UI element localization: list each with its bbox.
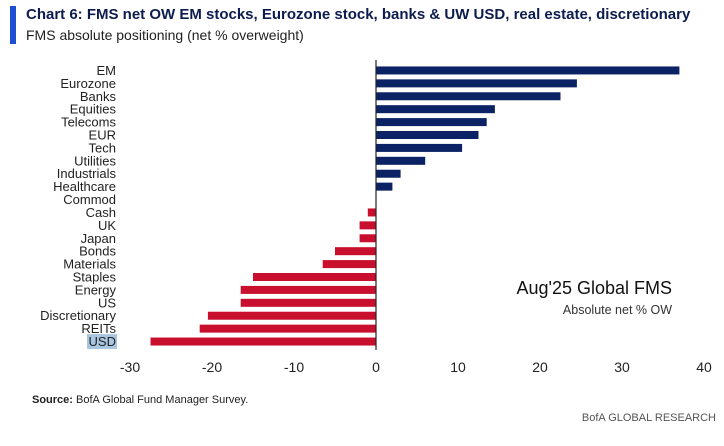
x-tick-label: 10 — [450, 359, 466, 375]
x-tick-label: 0 — [372, 359, 380, 375]
category-label-energy: Energy — [75, 282, 117, 297]
source-label: Source: — [32, 394, 73, 406]
x-tick-label: -10 — [284, 359, 304, 375]
category-label-discretionary: Discretionary — [40, 308, 116, 323]
category-label-em: EM — [97, 63, 117, 78]
category-label-eur: EUR — [89, 128, 116, 143]
bar-reits — [199, 324, 376, 333]
bar-tech — [376, 143, 463, 152]
bar-materials — [322, 260, 376, 269]
category-label-bonds: Bonds — [79, 244, 116, 259]
x-tick-label: -20 — [202, 359, 222, 375]
bar-utilities — [376, 156, 426, 165]
category-label-telecoms: Telecoms — [61, 115, 116, 130]
x-tick-label: -30 — [120, 359, 140, 375]
bar-japan — [359, 234, 376, 243]
highlight-box-usd — [87, 334, 117, 349]
category-label-equities: Equities — [70, 102, 117, 117]
category-label-banks: Banks — [80, 89, 117, 104]
bar-us — [240, 298, 376, 307]
category-label-usd: USD — [89, 334, 116, 349]
bar-bonds — [335, 247, 376, 256]
category-label-materials: Materials — [63, 257, 116, 272]
brand-footer: BofA GLOBAL RESEARCH — [581, 412, 716, 424]
bar-banks — [376, 92, 561, 101]
category-label-commod: Commod — [63, 192, 116, 207]
x-tick-label: 30 — [614, 359, 630, 375]
category-label-reits: REITs — [81, 321, 116, 336]
x-tick-label: 40 — [696, 359, 712, 375]
category-label-japan: Japan — [81, 231, 116, 246]
category-label-us: US — [98, 295, 116, 310]
title-accent-bar — [10, 6, 16, 44]
source-note: Source: BofA Global Fund Manager Survey. — [32, 394, 248, 406]
chart-subtitle: FMS absolute positioning (net % overweig… — [26, 27, 304, 43]
bar-energy — [240, 285, 376, 294]
bar-equities — [376, 105, 495, 114]
chart-title: Chart 6: FMS net OW EM stocks, Eurozone … — [26, 6, 691, 23]
bar-discretionary — [207, 311, 376, 320]
bar-staples — [253, 272, 376, 282]
category-label-staples: Staples — [73, 270, 117, 285]
category-label-cash: Cash — [86, 205, 116, 220]
bar-eur — [376, 130, 479, 140]
category-label-uk: UK — [98, 218, 116, 233]
annotation-title: Aug'25 Global FMS — [516, 278, 672, 298]
category-label-industrials: Industrials — [57, 166, 117, 181]
bar-eurozone — [376, 79, 577, 88]
category-label-healthcare: Healthcare — [53, 179, 116, 194]
category-label-utilities: Utilities — [74, 153, 116, 168]
x-tick-label: 20 — [532, 359, 548, 375]
bar-industrials — [376, 169, 401, 178]
bar-em — [376, 66, 680, 75]
bar-usd — [150, 337, 376, 346]
source-text: BofA Global Fund Manager Survey. — [76, 394, 249, 406]
category-label-eurozone: Eurozone — [60, 76, 116, 91]
bar-uk — [359, 221, 376, 230]
annotation-subtitle: Absolute net % OW — [563, 303, 672, 317]
bar-healthcare — [376, 182, 393, 191]
bar-telecoms — [376, 118, 487, 127]
bar-cash — [367, 208, 376, 217]
category-label-tech: Tech — [89, 140, 116, 155]
